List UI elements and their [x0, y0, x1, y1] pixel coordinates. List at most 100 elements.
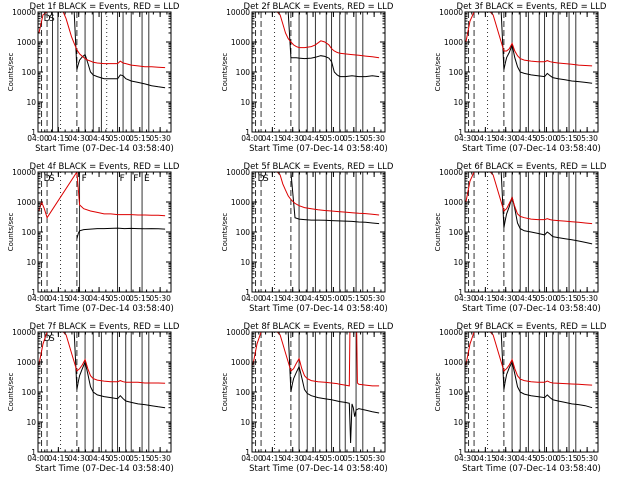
x-tick-label: 05:30 [149, 454, 171, 463]
x-tick-label: 05:00 [536, 134, 558, 143]
x-tick-label: 04:45 [88, 134, 110, 143]
panel-title: Det 3f BLACK = Events, RED = LLD [457, 2, 607, 12]
y-tick-label: 1 [31, 128, 36, 137]
series-events [252, 12, 380, 78]
x-tick-label: 04:00 [27, 454, 49, 463]
y-tick-label: 1000 [231, 358, 250, 367]
y-axis-label: Counts/sec [221, 373, 229, 412]
y-tick-label: 1 [245, 128, 250, 137]
x-tick-label: 05:15 [343, 294, 365, 303]
x-axis-label: Start Time (07-Dec-14 03:58:40) [35, 464, 174, 474]
series-events [252, 172, 380, 225]
y-tick-label: 10 [26, 418, 36, 427]
x-axis-label: Start Time (07-Dec-14 03:58:40) [249, 304, 388, 314]
y-tick-label: 100 [22, 228, 37, 237]
x-tick-label: 05:30 [576, 134, 598, 143]
marker-label: D [44, 14, 51, 24]
y-tick-label: 1000 [444, 358, 463, 367]
y-tick-label: 1 [458, 448, 463, 457]
panel-title: Det 4f BLACK = Events, RED = LLD [30, 162, 180, 172]
x-tick-label: 05:00 [109, 454, 131, 463]
panel-det-2: Det 2f BLACK = Events, RED = LLD 1 10 100 10… [221, 2, 394, 154]
x-tick-label: 05:00 [323, 134, 345, 143]
y-tick-label: 1000 [17, 198, 36, 207]
panel-det-7: Det 7f BLACK = Events, RED = LLD DS 1 10 100… [7, 322, 180, 474]
series-events [252, 332, 380, 444]
x-tick-label: 04:15 [475, 294, 497, 303]
panel-det-3: Det 3f BLACK = Events, RED = LLD 1 10 100 10… [434, 2, 607, 154]
panel-det-6: Det 6f BLACK = Events, RED = LLD 1 10 100 10… [434, 162, 607, 314]
x-axis-label: Start Time (07-Dec-14 03:58:40) [35, 304, 174, 314]
x-tick-label: 04:30 [68, 454, 90, 463]
y-axis-label: Counts/sec [7, 53, 15, 92]
x-tick-label: 04:45 [88, 294, 110, 303]
x-tick-label: 04:15 [262, 294, 284, 303]
x-tick-label: 05:00 [536, 454, 558, 463]
x-axis-label: Start Time (07-Dec-14 03:58:40) [462, 464, 601, 474]
y-tick-label: 1000 [231, 198, 250, 207]
y-tick-label: 1000 [17, 358, 36, 367]
y-tick-label: 10000 [12, 8, 36, 17]
marker-label: S [49, 14, 55, 24]
x-tick-label: 04:45 [515, 294, 537, 303]
panel-title: Det 8f BLACK = Events, RED = LLD [244, 322, 394, 332]
series-events [38, 12, 166, 89]
x-axis-label: Start Time (07-Dec-14 03:58:40) [249, 464, 388, 474]
x-tick-label: 04:15 [475, 134, 497, 143]
panel-title: Det 7f BLACK = Events, RED = LLD [30, 322, 180, 332]
series-lld [252, 332, 380, 387]
y-tick-label: 10 [240, 258, 250, 267]
x-tick-label: 04:30 [495, 134, 517, 143]
x-tick-label: 04:45 [515, 454, 537, 463]
y-tick-label: 100 [449, 68, 464, 77]
x-tick-label: 04:30 [282, 134, 304, 143]
y-tick-label: 10000 [226, 168, 250, 177]
x-tick-label: 05:15 [556, 134, 578, 143]
y-tick-label: 1 [458, 128, 463, 137]
marker-label: S [49, 174, 55, 184]
y-axis-label: Counts/sec [7, 213, 15, 252]
y-tick-label: 10000 [12, 168, 36, 177]
marker-label: F [82, 174, 87, 184]
x-tick-label: 05:15 [129, 294, 151, 303]
x-tick-label: 04:15 [48, 454, 70, 463]
y-tick-label: 100 [22, 388, 37, 397]
x-tick-label: 05:30 [149, 134, 171, 143]
series-lld [465, 12, 593, 67]
y-tick-label: 10 [26, 98, 36, 107]
x-tick-label: 05:00 [109, 134, 131, 143]
x-tick-label: 04:15 [262, 134, 284, 143]
x-tick-label: 04:30 [282, 454, 304, 463]
y-tick-label: 10000 [439, 168, 463, 177]
panel-det-9: Det 9f BLACK = Events, RED = LLD 1 10 100 10… [434, 322, 607, 474]
marker-label: S [49, 334, 55, 344]
x-tick-label: 05:15 [556, 454, 578, 463]
y-tick-label: 1000 [444, 198, 463, 207]
x-tick-label: 04:00 [241, 134, 263, 143]
y-tick-label: 1000 [444, 38, 463, 47]
x-tick-label: 04:00 [27, 134, 49, 143]
y-tick-label: 10000 [439, 8, 463, 17]
y-tick-label: 1000 [231, 38, 250, 47]
plot-frame [251, 171, 386, 293]
x-tick-label: 04:30 [454, 294, 476, 303]
x-tick-label: 04:30 [454, 134, 476, 143]
series-lld [38, 172, 166, 219]
x-tick-label: 05:30 [576, 454, 598, 463]
y-tick-label: 10 [453, 98, 463, 107]
y-tick-label: 10000 [439, 328, 463, 337]
y-axis-label: Counts/sec [221, 213, 229, 252]
x-tick-label: 05:00 [323, 454, 345, 463]
series-events [465, 12, 593, 84]
panel-title: Det 9f BLACK = Events, RED = LLD [457, 322, 607, 332]
x-tick-label: 05:30 [363, 134, 385, 143]
y-tick-label: 10 [26, 258, 36, 267]
plot-frame [251, 11, 386, 133]
panel-det-1: Det 1f BLACK = Events, RED = LLD DS 1 10 100… [7, 2, 180, 154]
x-tick-label: 04:30 [495, 294, 517, 303]
marker-label: D [44, 174, 51, 184]
series-lld [38, 12, 166, 69]
panel-title: Det 1f BLACK = Events, RED = LLD [30, 2, 180, 12]
x-tick-label: 05:00 [323, 294, 345, 303]
